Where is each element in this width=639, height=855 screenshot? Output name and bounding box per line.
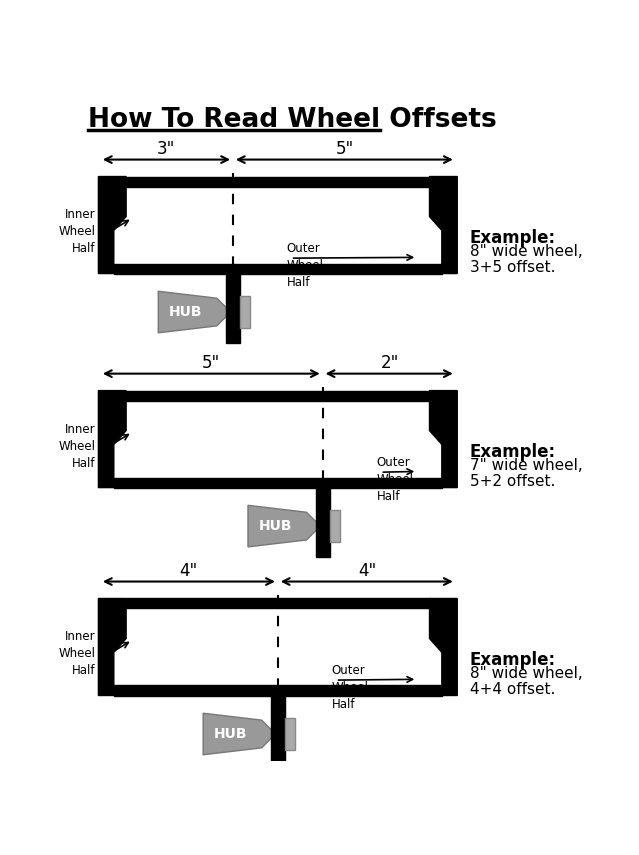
Text: Inner
Wheel
Half: Inner Wheel Half bbox=[58, 209, 95, 256]
Text: 3": 3" bbox=[157, 140, 175, 158]
Polygon shape bbox=[126, 598, 429, 609]
Text: 4+4 offset.: 4+4 offset. bbox=[470, 681, 555, 697]
Text: How To Read Wheel Offsets: How To Read Wheel Offsets bbox=[88, 107, 497, 133]
Text: 4": 4" bbox=[179, 562, 197, 580]
Polygon shape bbox=[330, 510, 339, 542]
Text: 8" wide wheel,: 8" wide wheel, bbox=[470, 666, 582, 681]
Polygon shape bbox=[226, 274, 240, 343]
Text: Example:: Example: bbox=[470, 229, 556, 247]
Text: HUB: HUB bbox=[214, 727, 247, 741]
Text: Example:: Example: bbox=[470, 443, 556, 461]
Polygon shape bbox=[158, 292, 231, 333]
Polygon shape bbox=[114, 478, 442, 487]
Polygon shape bbox=[98, 391, 126, 487]
Polygon shape bbox=[114, 686, 442, 695]
Polygon shape bbox=[126, 391, 429, 401]
Text: 5+2 offset.: 5+2 offset. bbox=[470, 474, 555, 489]
Text: 4": 4" bbox=[358, 562, 376, 580]
Text: Outer
Wheel
Half: Outer Wheel Half bbox=[287, 242, 324, 289]
Polygon shape bbox=[429, 598, 458, 695]
Text: HUB: HUB bbox=[169, 305, 203, 319]
Text: Outer
Wheel
Half: Outer Wheel Half bbox=[376, 457, 413, 504]
Polygon shape bbox=[429, 176, 458, 274]
Text: Inner
Wheel
Half: Inner Wheel Half bbox=[58, 630, 95, 677]
Polygon shape bbox=[248, 505, 320, 547]
Text: HUB: HUB bbox=[259, 519, 293, 534]
Polygon shape bbox=[285, 718, 295, 750]
Polygon shape bbox=[203, 713, 275, 755]
Polygon shape bbox=[98, 598, 126, 695]
Polygon shape bbox=[271, 695, 285, 765]
Polygon shape bbox=[114, 263, 442, 274]
Polygon shape bbox=[316, 487, 330, 557]
Text: Example:: Example: bbox=[470, 651, 556, 669]
Polygon shape bbox=[98, 176, 126, 274]
Polygon shape bbox=[240, 296, 250, 328]
Polygon shape bbox=[429, 391, 458, 487]
Polygon shape bbox=[126, 176, 429, 186]
Text: 2": 2" bbox=[381, 354, 399, 372]
Text: Outer
Wheel
Half: Outer Wheel Half bbox=[332, 664, 369, 711]
Text: Inner
Wheel
Half: Inner Wheel Half bbox=[58, 422, 95, 469]
Text: 7" wide wheel,: 7" wide wheel, bbox=[470, 458, 582, 474]
Text: 8" wide wheel,: 8" wide wheel, bbox=[470, 245, 582, 259]
Text: 3+5 offset.: 3+5 offset. bbox=[470, 260, 555, 274]
Text: 5": 5" bbox=[201, 354, 220, 372]
Text: 5": 5" bbox=[336, 140, 354, 158]
